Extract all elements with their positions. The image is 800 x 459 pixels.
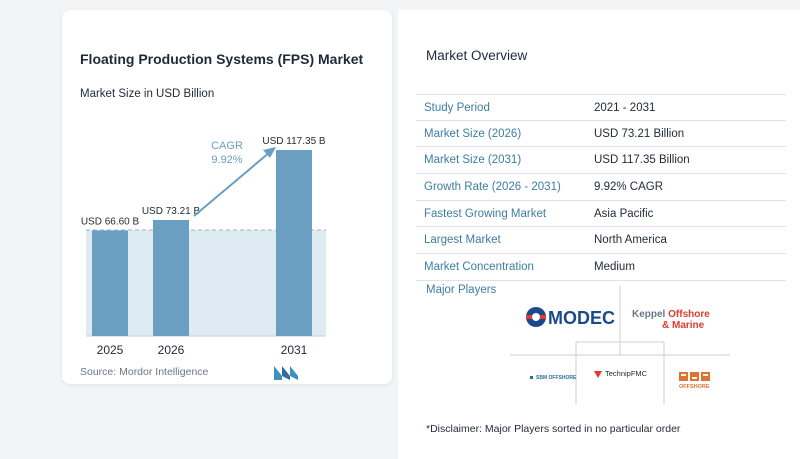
chart-title: Floating Production Systems (FPS) Market (80, 51, 364, 67)
overview-value: North America (594, 234, 667, 247)
market-overview-panel: Market Overview Study Period 2021 - 2031… (398, 10, 800, 459)
overview-title: Market Overview (426, 48, 528, 63)
svg-text:TechnipFMC: TechnipFMC (605, 369, 648, 378)
overview-row: Market Concentration Medium (416, 254, 786, 281)
overview-table: Study Period 2021 - 2031 Market Size (20… (416, 94, 786, 281)
bar-2025 (92, 230, 128, 336)
overview-row: Study Period 2021 - 2031 (416, 94, 786, 121)
cimc-offshore-logo: OFFSHORE (679, 372, 710, 390)
overview-key: Market Concentration (424, 261, 534, 274)
overview-value: USD 73.21 Billion (594, 127, 685, 140)
source-text: Source: Mordor Intelligence (80, 366, 209, 378)
cagr-arrow (193, 151, 271, 217)
modec-logo: MODEC (526, 307, 615, 328)
cagr-label: CAGR (211, 140, 243, 152)
major-players-grid: MODEC Keppel Offshore & Marine SBM OFFSH… (510, 286, 730, 404)
svg-text:SBM OFFSHORE: SBM OFFSHORE (536, 375, 577, 381)
data-label-2031: USD 117.35 B (262, 136, 326, 147)
svg-text:OFFSHORE: OFFSHORE (679, 384, 710, 390)
sbm-offshore-logo: SBM OFFSHORE (530, 375, 577, 381)
overview-key: Largest Market (424, 234, 501, 247)
overview-row: Largest Market North America (416, 227, 786, 255)
overview-value: USD 117.35 Billion (594, 154, 690, 167)
mordor-logo-icon (274, 366, 298, 380)
chart-card: Floating Production Systems (FPS) Market… (62, 10, 392, 384)
overview-value: Asia Pacific (594, 207, 654, 220)
svg-text:MODEC: MODEC (548, 308, 615, 328)
overview-row: Market Size (2026) USD 73.21 Billion (416, 121, 786, 148)
overview-value: 9.92% CAGR (594, 181, 664, 194)
overview-value: 2021 - 2031 (594, 102, 656, 114)
cagr-value: 9.92% (211, 154, 242, 166)
data-label-2025: USD 66.60 B (81, 216, 140, 227)
keppel-logo: Keppel Offshore & Marine (632, 309, 710, 331)
overview-key: Market Size (2026) (424, 127, 522, 140)
overview-key: Fastest Growing Market (424, 207, 547, 220)
overview-key: Growth Rate (2026 - 2031) (424, 181, 561, 194)
technipfmc-logo: TechnipFMC (594, 369, 648, 378)
overview-row: Growth Rate (2026 - 2031) 9.92% CAGR (416, 174, 786, 201)
data-label-2026: USD 73.21 B (142, 206, 201, 217)
svg-text:& Marine: & Marine (662, 320, 705, 331)
x-tick-label-2031: 2031 (281, 343, 308, 357)
overview-value: Medium (594, 261, 635, 274)
overview-row: Market Size (2031) USD 117.35 Billion (416, 147, 786, 175)
bar-2026 (153, 219, 189, 336)
x-tick-label-2025: 2025 (97, 343, 124, 357)
major-players-title: Major Players (426, 284, 497, 296)
x-tick-label-2026: 2026 (158, 343, 185, 357)
overview-key: Market Size (2031) (424, 154, 522, 167)
svg-text:Keppel Offshore: Keppel Offshore (632, 309, 710, 320)
overview-row: Fastest Growing Market Asia Pacific (416, 201, 786, 228)
overview-key: Study Period (424, 102, 490, 114)
cagr-arrowhead (263, 147, 276, 158)
disclaimer-text: *Disclaimer: Major Players sorted in no … (426, 423, 681, 435)
chart-subtitle: Market Size in USD Billion (80, 88, 215, 100)
bar-2031 (276, 150, 312, 336)
